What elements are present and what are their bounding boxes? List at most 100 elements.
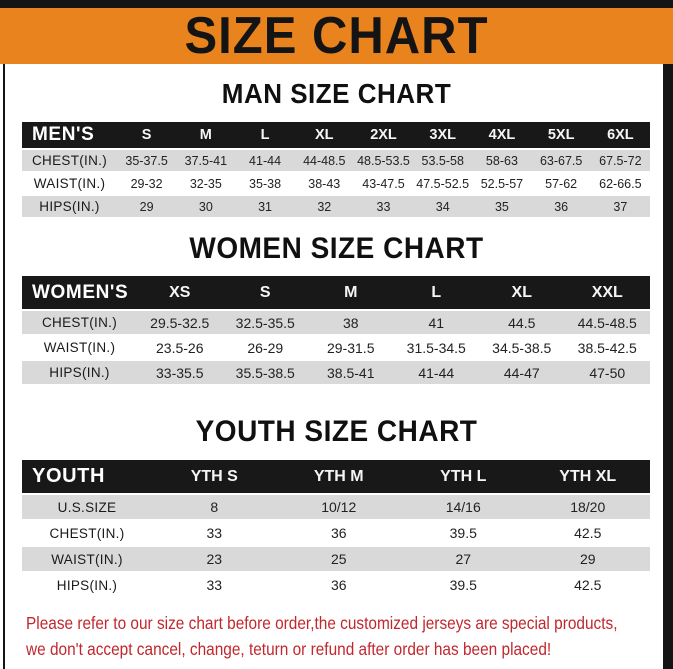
size-value-cell: 32.5-35.5 bbox=[235, 314, 295, 331]
size-value-cell: 23 bbox=[206, 551, 223, 567]
table-header-label: WOMEN'S bbox=[32, 281, 129, 303]
row-label: WAIST(IN.) bbox=[33, 176, 106, 191]
size-column-header: XL bbox=[315, 127, 334, 143]
men-size-table: MEN'S S M L XL 2XL 3XL 4XL 5XL 6XL CHEST(IN.) 35-37… bbox=[22, 122, 650, 217]
size-column-header: 4XL bbox=[488, 127, 516, 143]
size-value-cell: 33 bbox=[206, 525, 223, 541]
size-value-cell: 18/20 bbox=[570, 499, 606, 515]
size-value-cell: 41-44 bbox=[249, 153, 282, 168]
size-column-header: YTH L bbox=[440, 467, 487, 485]
measurement-row: WAIST(IN.) 23.5-26 26-29 29-31.5 31.5-34.5 34… bbox=[22, 336, 650, 359]
size-value-cell: 39.5 bbox=[449, 525, 477, 541]
size-value-cell: 63-67.5 bbox=[539, 153, 583, 168]
size-value-cell: 38.5-41 bbox=[327, 364, 375, 381]
size-value-cell: 30 bbox=[198, 199, 213, 214]
size-value-cell: 41 bbox=[428, 314, 445, 331]
size-value-cell: 29 bbox=[139, 199, 154, 214]
size-value-cell: 52.5-57 bbox=[480, 176, 524, 191]
size-value-cell: 36 bbox=[554, 199, 569, 214]
table-header-label: YOUTH bbox=[32, 465, 105, 487]
table-header-row: YOUTH YTH S YTH M YTH L YTH XL bbox=[22, 460, 650, 493]
measurement-row: CHEST(IN.) 35-37.5 37.5-41 41-44 44-48.5 48.5… bbox=[22, 150, 650, 171]
size-value-cell: 32 bbox=[317, 199, 332, 214]
size-value-cell: 44.5 bbox=[508, 314, 536, 331]
size-value-cell: 23.5-26 bbox=[156, 339, 204, 356]
measurement-row: WAIST(IN.) 23 25 27 29 bbox=[22, 547, 650, 571]
size-value-cell: 36 bbox=[330, 525, 347, 541]
size-value-cell: 47.5-52.5 bbox=[416, 176, 470, 191]
left-border-line bbox=[3, 8, 5, 669]
women-section-title: WOMEN SIZE CHART bbox=[189, 231, 484, 265]
size-value-cell: 35 bbox=[494, 199, 509, 214]
size-value-cell: 35-37.5 bbox=[125, 153, 168, 168]
size-value-cell: 29-32 bbox=[130, 176, 163, 191]
size-value-cell: 44.5-48.5 bbox=[577, 314, 637, 331]
size-value-cell: 42.5 bbox=[574, 577, 602, 593]
size-value-cell: 47-50 bbox=[589, 364, 626, 381]
row-label: HIPS(IN.) bbox=[49, 365, 110, 380]
size-column-header: 2XL bbox=[370, 127, 397, 143]
size-value-cell: 34 bbox=[435, 199, 450, 214]
size-value-cell: 35.5-38.5 bbox=[235, 364, 295, 381]
man-section-title: MAN SIZE CHART bbox=[221, 77, 452, 110]
size-value-cell: 44-48.5 bbox=[303, 153, 346, 168]
measurement-row: HIPS(IN.) 33-35.5 35.5-38.5 38.5-41 41-44 44-… bbox=[22, 361, 650, 384]
row-label: CHEST(IN.) bbox=[49, 525, 125, 541]
size-value-cell: 29 bbox=[579, 551, 596, 567]
size-value-cell: 38 bbox=[342, 314, 359, 331]
size-value-cell: 31.5-34.5 bbox=[406, 339, 466, 356]
size-column-header: S bbox=[259, 283, 271, 301]
size-column-header: XXL bbox=[591, 283, 623, 301]
size-value-cell: 42.5 bbox=[574, 525, 602, 541]
size-value-cell: 38-43 bbox=[308, 176, 341, 191]
size-value-cell: 27 bbox=[455, 551, 472, 567]
size-value-cell: 8 bbox=[210, 499, 219, 515]
measurement-row: WAIST(IN.) 29-32 32-35 35-38 38-43 43-47.5 47.… bbox=[22, 173, 650, 194]
size-value-cell: 25 bbox=[330, 551, 347, 567]
size-value-cell: 32-35 bbox=[189, 176, 222, 191]
top-border-strip bbox=[0, 0, 673, 8]
size-value-cell: 58-63 bbox=[485, 153, 518, 168]
row-label: CHEST(IN.) bbox=[32, 153, 107, 168]
row-label: HIPS(IN.) bbox=[39, 199, 100, 214]
size-value-cell: 67.5-72 bbox=[599, 153, 642, 168]
row-label: HIPS(IN.) bbox=[56, 577, 118, 593]
table-header-label: MEN'S bbox=[32, 124, 95, 145]
footer-note-line1: Please refer to our size chart before or… bbox=[26, 613, 618, 633]
size-value-cell: 53.5-58 bbox=[421, 153, 464, 168]
size-column-header: XL bbox=[511, 283, 532, 301]
size-value-cell: 57-62 bbox=[545, 176, 578, 191]
size-value-cell: 43-47.5 bbox=[362, 176, 405, 191]
table-header-row: WOMEN'S XS S M L XL XXL bbox=[22, 276, 650, 309]
size-value-cell: 44-47 bbox=[503, 364, 540, 381]
row-label: WAIST(IN.) bbox=[43, 340, 116, 355]
size-column-header: S bbox=[141, 127, 152, 143]
measurement-row: CHEST(IN.) 33 36 39.5 42.5 bbox=[22, 521, 650, 545]
measurement-row: U.S.SIZE 8 10/12 14/16 18/20 bbox=[22, 495, 650, 519]
size-value-cell: 10/12 bbox=[321, 499, 357, 515]
size-value-cell: 26-29 bbox=[247, 339, 284, 356]
size-column-header: 3XL bbox=[429, 127, 456, 143]
size-column-header: M bbox=[344, 283, 358, 301]
size-value-cell: 36 bbox=[330, 577, 347, 593]
youth-section-title: YOUTH SIZE CHART bbox=[195, 414, 478, 448]
size-value-cell: 33-35.5 bbox=[156, 364, 204, 381]
measurement-row: HIPS(IN.) 33 36 39.5 42.5 bbox=[22, 573, 650, 597]
size-value-cell: 35-38 bbox=[249, 176, 282, 191]
size-column-header: YTH XL bbox=[559, 467, 617, 485]
size-value-cell: 48.5-53.5 bbox=[357, 153, 410, 168]
size-value-cell: 41-44 bbox=[418, 364, 455, 381]
size-value-cell: 29.5-32.5 bbox=[150, 314, 210, 331]
size-value-cell: 37.5-41 bbox=[184, 153, 228, 168]
content-area: MAN SIZE CHART MEN'S S M L XL 2XL 3XL 4XL 5XL 6XL… bbox=[0, 64, 673, 662]
row-label: CHEST(IN.) bbox=[42, 315, 117, 330]
size-column-header: XS bbox=[169, 283, 191, 301]
size-value-cell: 39.5 bbox=[449, 577, 477, 593]
size-value-cell: 14/16 bbox=[445, 499, 481, 515]
row-label: U.S.SIZE bbox=[57, 499, 117, 515]
size-value-cell: 29-31.5 bbox=[327, 339, 375, 356]
table-header-row: MEN'S S M L XL 2XL 3XL 4XL 5XL 6XL bbox=[22, 122, 650, 148]
size-chart-banner: SIZE CHART bbox=[0, 8, 673, 64]
size-value-cell: 34.5-38.5 bbox=[492, 339, 552, 356]
size-column-header: L bbox=[260, 127, 270, 143]
